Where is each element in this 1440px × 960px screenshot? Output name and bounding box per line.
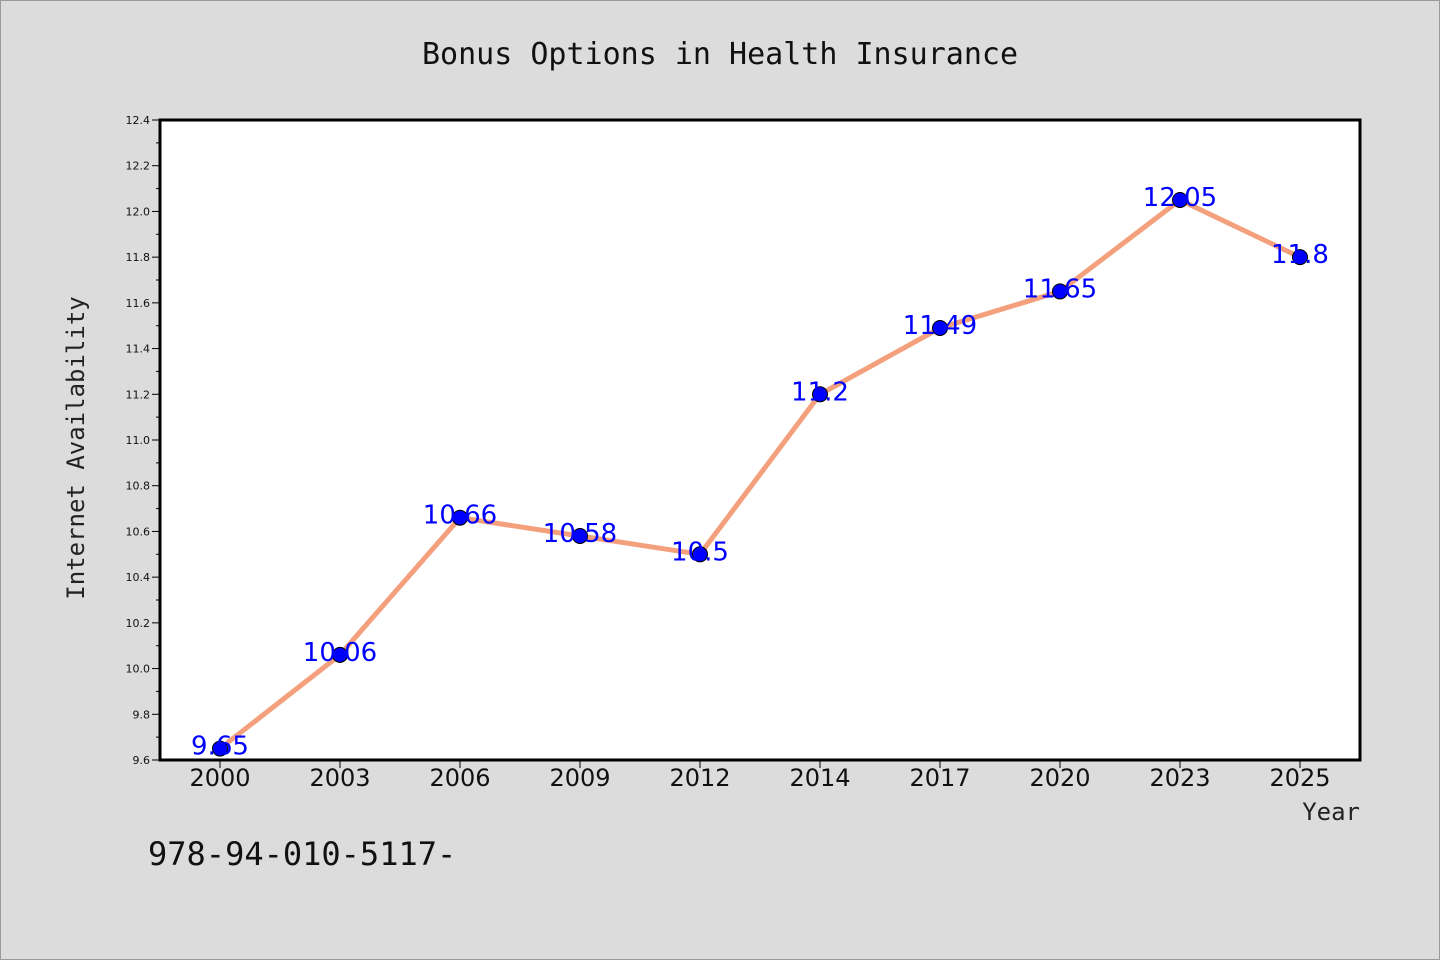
y-tick-label: 10.4 — [126, 571, 151, 584]
plot-border — [158, 118, 1362, 762]
y-tick-label: 10.0 — [126, 663, 151, 676]
data-label: 12.05 — [1143, 183, 1217, 213]
footnote-text: 978-94-010-5117- — [148, 835, 456, 873]
y-tick-label: 11.2 — [126, 388, 151, 401]
data-label: 11.2 — [791, 377, 849, 407]
y-tick-label: 11.0 — [126, 434, 151, 447]
y-tick-label: 10.8 — [126, 480, 151, 493]
y-axis-label: Internet Availability — [62, 296, 90, 599]
y-tick-label: 12.2 — [126, 160, 151, 173]
data-point — [332, 646, 348, 663]
y-tick-label: 12.0 — [126, 205, 151, 218]
data-label: 10.66 — [423, 501, 497, 531]
data-labels: 9.65 10.06 10.66 10.58 10.5 11.2 11.49 11.65 12.… — [191, 183, 1329, 762]
x-tick-label: 2000 — [189, 764, 250, 792]
x-tick-label: 2012 — [669, 764, 730, 792]
x-axis-label: Year — [1302, 798, 1360, 826]
data-point — [812, 386, 828, 403]
y-tick-label: 10.2 — [126, 617, 151, 630]
x-tick-label: 2020 — [1029, 764, 1090, 792]
x-tick-label: 2003 — [309, 764, 370, 792]
data-point — [1172, 192, 1188, 208]
data-label: 11.49 — [903, 311, 977, 341]
data-label: 11.8 — [1271, 240, 1329, 270]
x-tick-label: 2017 — [909, 764, 970, 792]
plot-area — [160, 120, 1360, 760]
data-point — [212, 740, 228, 757]
y-tick-label: 9.8 — [133, 708, 151, 721]
data-point — [1052, 283, 1068, 300]
data-point — [572, 528, 588, 544]
x-tick-label: 2009 — [549, 764, 610, 792]
data-label: 10.58 — [543, 519, 617, 549]
x-tick-label: 2025 — [1269, 764, 1330, 792]
series-line — [218, 197, 1302, 751]
data-label: 9.65 — [191, 732, 249, 762]
data-label: 10.5 — [671, 537, 729, 567]
x-tick-label: 2014 — [789, 764, 850, 792]
x-tick-label: 2023 — [1149, 764, 1210, 792]
y-tick-label: 12.4 — [126, 114, 151, 127]
data-label: 10.06 — [303, 638, 377, 668]
x-axis: 2000 2003 2006 2009 2012 2014 2017 2020 2023 2025 — [189, 760, 1331, 792]
series-polyline — [218, 197, 1302, 751]
data-point — [932, 320, 948, 336]
y-tick-label: 11.6 — [126, 297, 151, 310]
data-point — [1292, 249, 1308, 266]
series-markers — [212, 192, 1308, 757]
y-tick-label: 10.6 — [126, 525, 151, 538]
chart-title: Bonus Options in Health Insurance — [422, 37, 1018, 72]
x-tick-label: 2006 — [429, 764, 490, 792]
data-label: 11.65 — [1023, 274, 1097, 304]
data-point — [692, 546, 708, 563]
data-point — [452, 509, 468, 526]
y-tick-label: 9.6 — [133, 754, 151, 767]
y-axis: 9.6 9.8 10.0 10.2 10.4 10.6 10.8 11.0 11.2 11.4 11… — [126, 114, 160, 767]
y-tick-label: 11.8 — [126, 251, 151, 264]
y-tick-label: 11.4 — [126, 343, 151, 356]
